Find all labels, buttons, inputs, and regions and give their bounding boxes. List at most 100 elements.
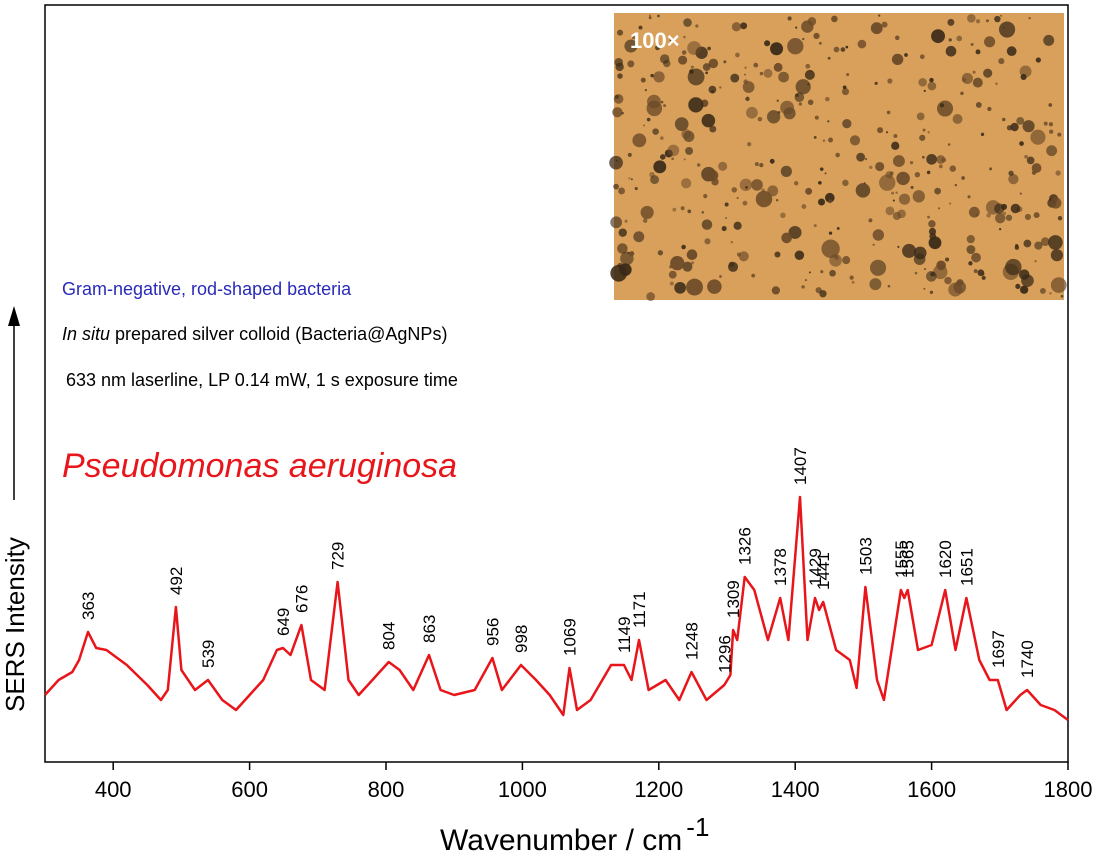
photo-speck	[928, 236, 942, 250]
photo-speck	[872, 229, 885, 241]
photo-speck	[878, 14, 881, 17]
photo-speck	[1006, 46, 1017, 57]
note: Gram-negative, rod-shaped bacteria	[62, 279, 352, 299]
photo-speck	[613, 183, 619, 190]
photo-speck	[708, 58, 719, 69]
photo-speck	[923, 268, 927, 271]
photo-speck	[630, 178, 633, 181]
photo-speck	[1050, 277, 1067, 293]
photo-speck	[891, 191, 895, 195]
photo-speck	[1057, 216, 1063, 221]
photo-speck	[804, 279, 807, 282]
photo-speck	[863, 182, 866, 185]
photo-speck	[994, 15, 1001, 23]
photo-speck	[841, 87, 850, 96]
photo-speck	[795, 79, 811, 95]
photo-speck	[663, 104, 667, 108]
photo-speck	[775, 198, 779, 202]
photo-speck	[887, 284, 891, 288]
photo-speck	[857, 39, 867, 49]
photo-speck	[780, 165, 792, 177]
photo-speck	[828, 137, 834, 143]
note: 633 nm laserline, LP 0.14 mW, 1 s exposu…	[66, 370, 458, 390]
photo-speck	[674, 281, 686, 294]
photo-speck	[701, 113, 716, 128]
x-tick-label: 1800	[1044, 777, 1093, 802]
photo-speck	[740, 22, 748, 30]
photo-speck	[667, 144, 680, 157]
photo-speck	[708, 85, 717, 94]
photo-speck	[621, 111, 625, 115]
peak-label: 1248	[683, 622, 702, 660]
photo-speck	[1050, 249, 1063, 262]
photo-speck	[771, 286, 781, 295]
photo-speck	[998, 58, 1005, 65]
photo-speck	[1060, 294, 1064, 298]
photo-speck	[668, 270, 677, 279]
photo-speck	[629, 251, 635, 257]
photo-speck	[680, 206, 685, 211]
inset-photo	[609, 13, 1067, 301]
photo-speck	[856, 152, 866, 162]
photo-speck	[690, 261, 694, 265]
photo-speck	[627, 60, 635, 68]
photo-speck	[937, 207, 941, 210]
photo-speck	[938, 164, 943, 169]
photo-speck	[891, 141, 900, 150]
photo-speck	[886, 110, 891, 115]
photo-speck	[1008, 170, 1014, 176]
photo-speck	[613, 94, 624, 104]
photo-speck	[793, 181, 799, 186]
photo-speck	[761, 188, 766, 193]
photo-speck	[829, 269, 836, 277]
photo-speck	[728, 261, 739, 272]
photo-speck	[821, 239, 840, 258]
photo-speck	[840, 47, 846, 52]
photo-speck	[885, 171, 893, 179]
photo-speck	[683, 18, 692, 27]
photo-speck	[921, 155, 925, 159]
photo-speck	[1023, 239, 1032, 248]
photo-speck	[941, 157, 947, 163]
peak-label: 1407	[791, 447, 810, 485]
photo-speck	[766, 110, 781, 124]
photo-speck	[701, 211, 705, 214]
photo-speck	[688, 97, 704, 113]
photo-speck	[755, 190, 773, 208]
photo-speck	[1015, 283, 1021, 289]
photo-speck	[747, 142, 752, 147]
photo-speck	[891, 53, 904, 66]
photo-speck	[1043, 121, 1048, 126]
photo-speck	[834, 255, 839, 260]
x-axis-label: Wavenumber / cm	[440, 824, 682, 857]
photo-speck	[1043, 34, 1055, 46]
photo-speck	[975, 19, 981, 24]
photo-speck	[892, 211, 901, 220]
photo-speck	[736, 196, 739, 200]
photo-speck	[681, 129, 692, 139]
photo-speck	[739, 178, 753, 192]
photo-speck	[977, 269, 985, 277]
peak-label: 1309	[724, 580, 743, 618]
photo-speck	[1020, 73, 1027, 81]
photo-speck	[618, 187, 625, 195]
photo-speck	[916, 112, 925, 121]
photo-speck	[828, 231, 833, 235]
photo-speck	[721, 226, 727, 232]
photo-speck	[961, 77, 967, 83]
photo-speck	[927, 81, 937, 91]
photo-speck	[914, 171, 921, 178]
peak-label: 1378	[771, 548, 790, 586]
photo-speck	[640, 77, 646, 83]
photo-speck	[998, 21, 1016, 38]
photo-speck	[904, 53, 908, 57]
photo-speck	[928, 227, 937, 236]
photo-speck	[1035, 57, 1041, 63]
photo-speck	[949, 165, 956, 172]
photo-speck	[927, 215, 930, 219]
photo-speck	[1040, 237, 1050, 247]
photo-speck	[707, 46, 711, 51]
photo-speck	[627, 152, 632, 157]
photo-speck	[869, 278, 882, 291]
